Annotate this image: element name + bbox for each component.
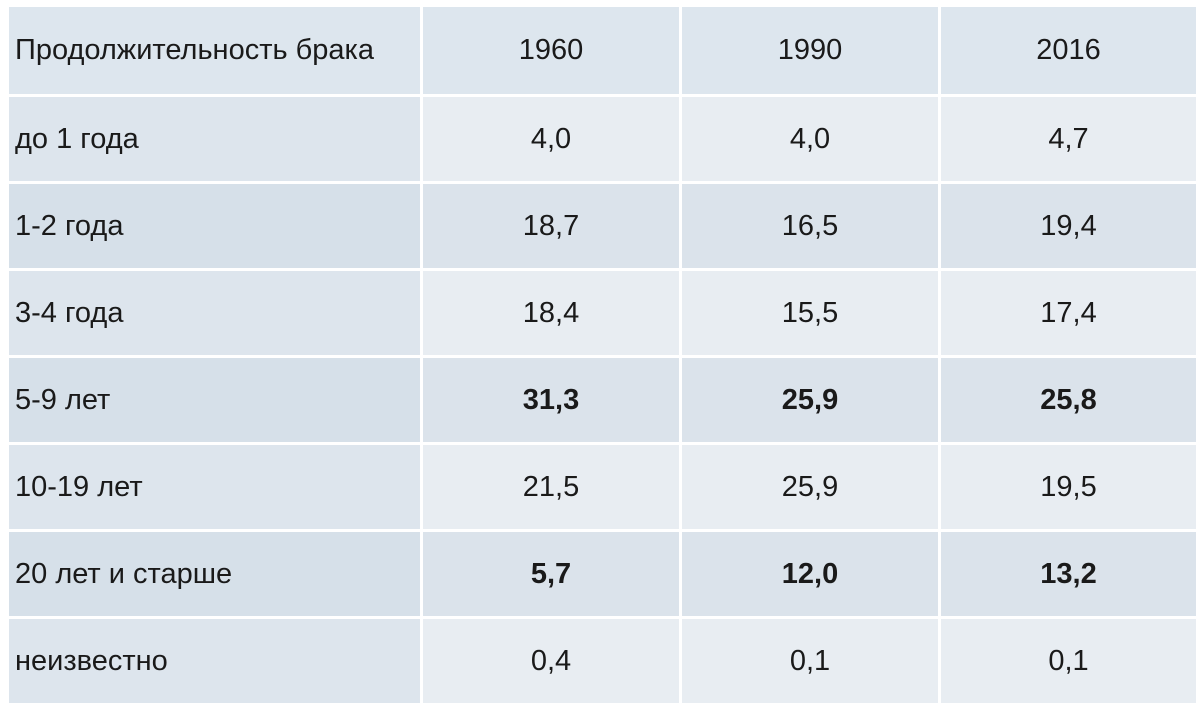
cell-1990: 25,9: [679, 355, 941, 445]
row-label: 1-2 года: [6, 181, 423, 271]
cell-1960: 31,3: [420, 355, 682, 445]
cell-1960: 5,7: [420, 529, 682, 619]
cell-1990: 4,0: [679, 94, 941, 184]
cell-2016: 13,2: [938, 529, 1199, 619]
marriage-duration-table-container: Продолжительность брака 1960 1990 2016 д…: [6, 4, 1199, 706]
header-year-2016: 2016: [938, 4, 1199, 97]
cell-1990: 16,5: [679, 181, 941, 271]
cell-2016: 4,7: [938, 94, 1199, 184]
header-year-1960: 1960: [420, 4, 682, 97]
cell-2016: 19,5: [938, 442, 1199, 532]
cell-1990: 15,5: [679, 268, 941, 358]
row-label: 3-4 года: [6, 268, 423, 358]
row-label: 20 лет и старше: [6, 529, 423, 619]
table-header-row: Продолжительность брака 1960 1990 2016: [6, 4, 1199, 97]
table-row: 20 лет и старше 5,7 12,0 13,2: [6, 529, 1199, 619]
row-label: неизвестно: [6, 616, 423, 706]
cell-2016: 0,1: [938, 616, 1199, 706]
cell-2016: 25,8: [938, 355, 1199, 445]
cell-2016: 17,4: [938, 268, 1199, 358]
cell-2016: 19,4: [938, 181, 1199, 271]
table-row: 1-2 года 18,7 16,5 19,4: [6, 181, 1199, 271]
cell-1960: 21,5: [420, 442, 682, 532]
table-row: до 1 года 4,0 4,0 4,7: [6, 94, 1199, 184]
table-row: неизвестно 0,4 0,1 0,1: [6, 616, 1199, 706]
cell-1960: 0,4: [420, 616, 682, 706]
cell-1960: 18,4: [420, 268, 682, 358]
table-row: 10-19 лет 21,5 25,9 19,5: [6, 442, 1199, 532]
cell-1990: 12,0: [679, 529, 941, 619]
header-year-1990: 1990: [679, 4, 941, 97]
table-row: 5-9 лет 31,3 25,9 25,8: [6, 355, 1199, 445]
header-duration: Продолжительность брака: [6, 4, 423, 97]
row-label: 10-19 лет: [6, 442, 423, 532]
cell-1960: 18,7: [420, 181, 682, 271]
row-label: до 1 года: [6, 94, 423, 184]
cell-1990: 25,9: [679, 442, 941, 532]
row-label: 5-9 лет: [6, 355, 423, 445]
table-row: 3-4 года 18,4 15,5 17,4: [6, 268, 1199, 358]
cell-1960: 4,0: [420, 94, 682, 184]
cell-1990: 0,1: [679, 616, 941, 706]
marriage-duration-table: Продолжительность брака 1960 1990 2016 д…: [6, 4, 1199, 706]
